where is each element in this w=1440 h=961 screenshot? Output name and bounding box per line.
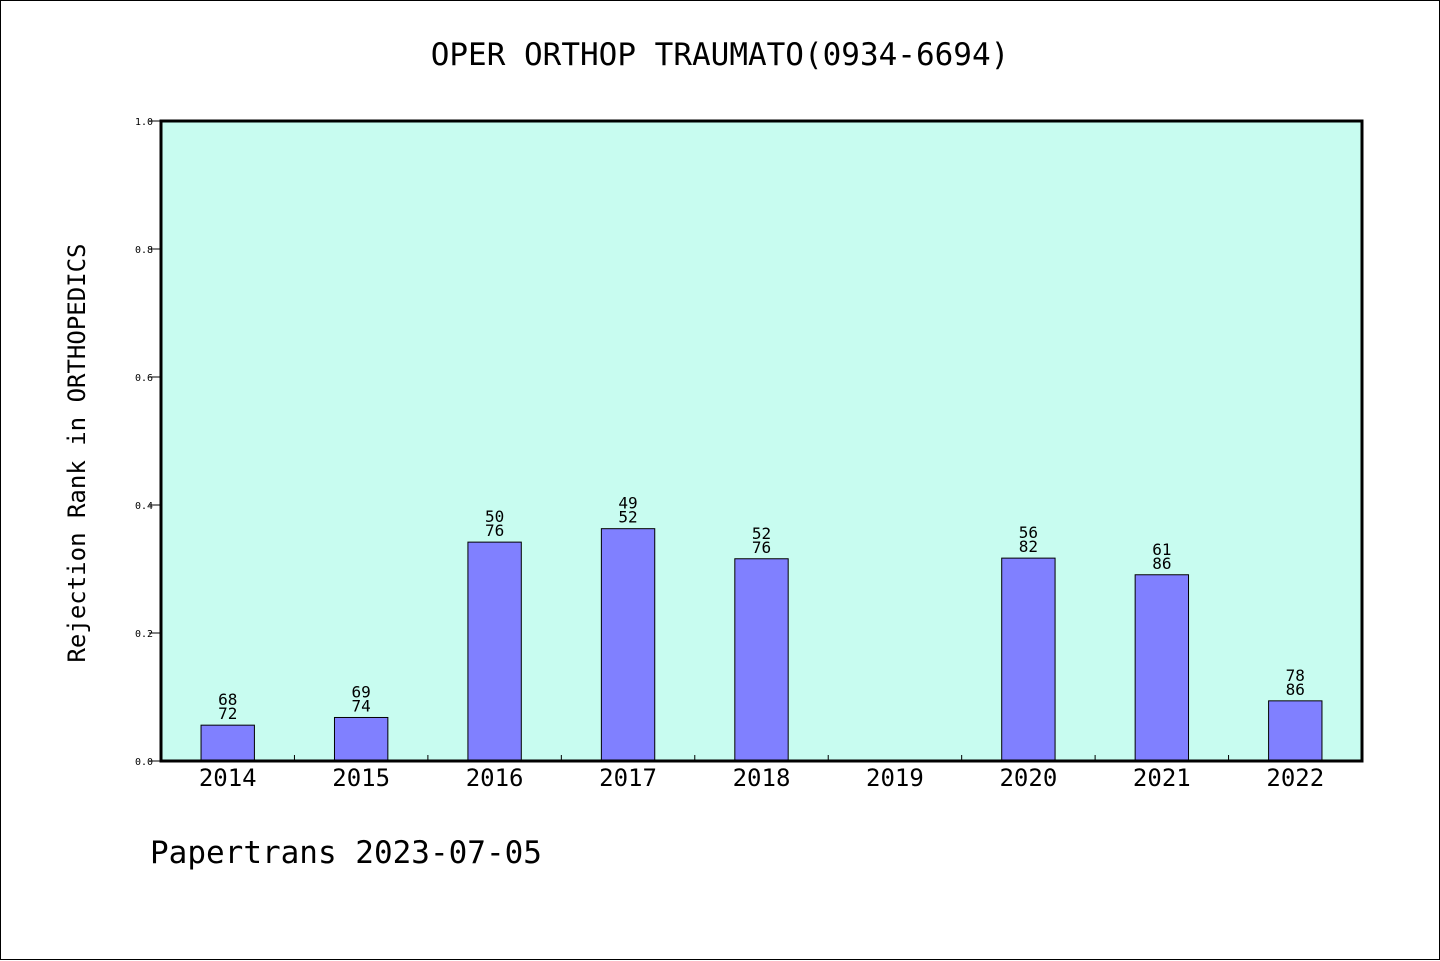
y-tick-label-1.0: 1.0 (135, 117, 153, 128)
footer-credit: Papertrans 2023-07-05 (150, 835, 542, 871)
bar-label-top-2018: 52 (752, 524, 771, 543)
bar-label-bottom-2017: 52 (618, 508, 637, 527)
bar-label-bottom-2016: 76 (485, 521, 504, 540)
x-tick-label-2017: 2017 (599, 764, 657, 792)
bar-2017 (600, 528, 656, 762)
bar-label-bottom-2022: 86 (1286, 680, 1305, 699)
x-tick-label-2022: 2022 (1266, 764, 1324, 792)
x-tick-label-2014: 2014 (199, 764, 257, 792)
bar-2018 (734, 558, 789, 762)
bar-label-top-2021: 61 (1152, 540, 1171, 559)
plot-frame (159, 119, 1364, 763)
y-tick-label-0.6: 0.6 (135, 373, 153, 384)
bar-label-bottom-2015: 74 (352, 696, 371, 715)
y-tick-label-0.8: 0.8 (135, 245, 153, 256)
chart-title: OPER ORTHOP TRAUMATO(0934-6694) (430, 37, 1010, 73)
x-tick-label-2016: 2016 (466, 764, 524, 792)
y-tick-label-0.0: 0.0 (135, 757, 153, 768)
x-tick-label-2018: 2018 (733, 764, 791, 792)
bar-2014 (200, 724, 255, 762)
axes-layer: 2014 2015 2016 2017 2018 2019 2020 2021 2022 0.0 0… (135, 117, 1324, 792)
bar-label-top-2015: 69 (352, 682, 371, 701)
bar-label-bottom-2021: 86 (1152, 554, 1171, 573)
bar-label-top-2017: 49 (618, 494, 637, 513)
y-tick-label-0.2: 0.2 (135, 629, 153, 640)
x-tick-label-2019: 2019 (866, 764, 924, 792)
x-tick-label-2021: 2021 (1133, 764, 1191, 792)
y-tick-label-0.4: 0.4 (135, 501, 153, 512)
bar-2015 (333, 716, 389, 762)
bar-label-bottom-2018: 76 (752, 538, 771, 557)
bar-label-top-2020: 56 (1019, 523, 1038, 542)
bar-label-bottom-2014: 72 (218, 704, 237, 723)
x-tick-label-2020: 2020 (999, 764, 1057, 792)
bar-2016 (467, 541, 522, 762)
bar-label-bottom-2020: 82 (1019, 537, 1038, 556)
bar-2021 (1134, 574, 1190, 762)
bar-2022 (1268, 700, 1323, 762)
bar-label-top-2014: 68 (218, 690, 237, 709)
bar-label-top-2016: 50 (485, 507, 504, 526)
bar-2020 (1001, 557, 1056, 762)
bars-layer (200, 528, 1323, 762)
bar-label-top-2022: 78 (1286, 666, 1305, 685)
x-tick-label-2015: 2015 (332, 764, 390, 792)
